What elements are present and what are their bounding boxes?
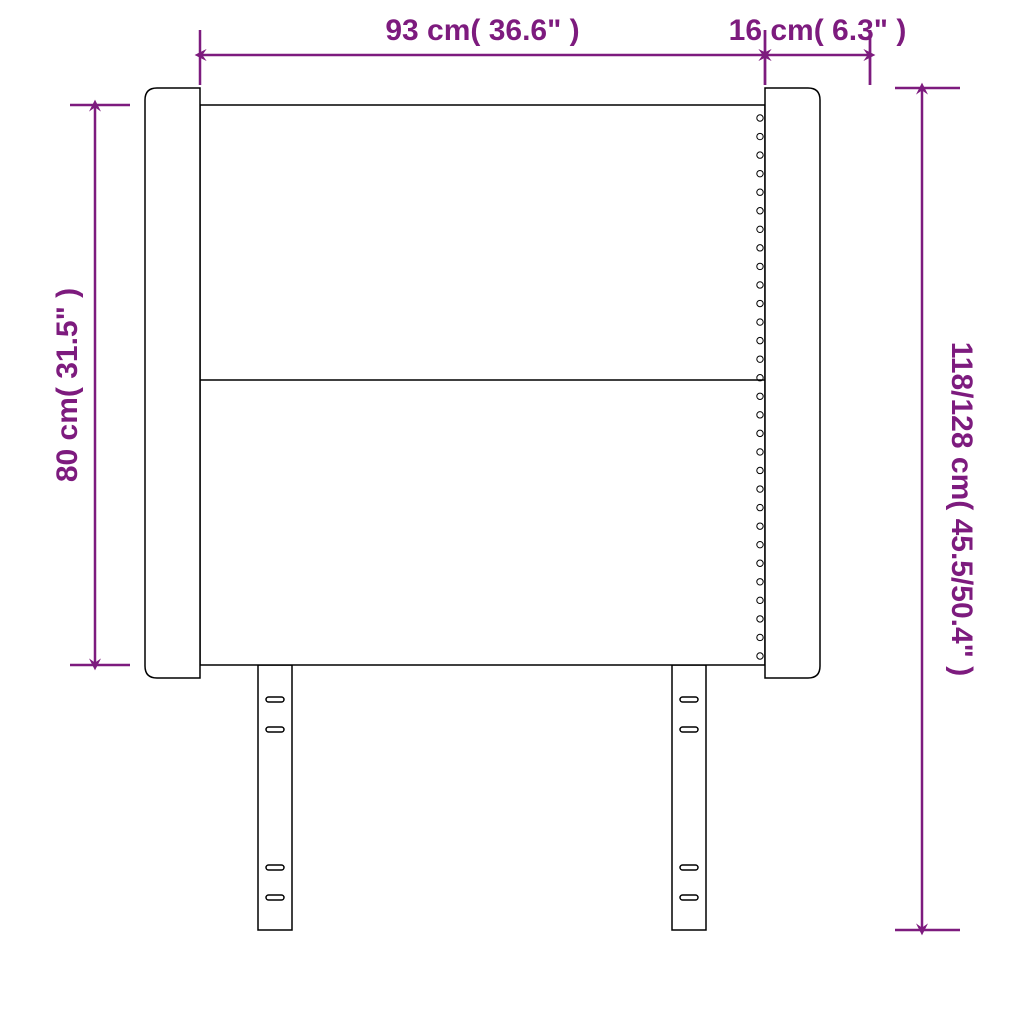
dim-top-depth: 16 cm( 6.3" ) [729,14,907,85]
leg-left [258,665,292,930]
dim-top-width-label: 93 cm( 36.6" ) [385,14,579,47]
dim-right-height: 118/128 cm( 45.5/50.4" ) [895,88,978,930]
headboard [145,88,820,678]
dim-top-width: 93 cm( 36.6" ) [200,14,765,85]
dim-left-height-label: 80 cm( 31.5" ) [51,288,84,482]
dim-left-height: 80 cm( 31.5" ) [51,105,130,665]
leg-right [672,665,706,930]
wing-right [765,88,820,678]
dim-top-depth-label: 16 cm( 6.3" ) [729,14,907,47]
dim-right-height-label: 118/128 cm( 45.5/50.4" ) [945,342,978,676]
wing-left [145,88,200,678]
